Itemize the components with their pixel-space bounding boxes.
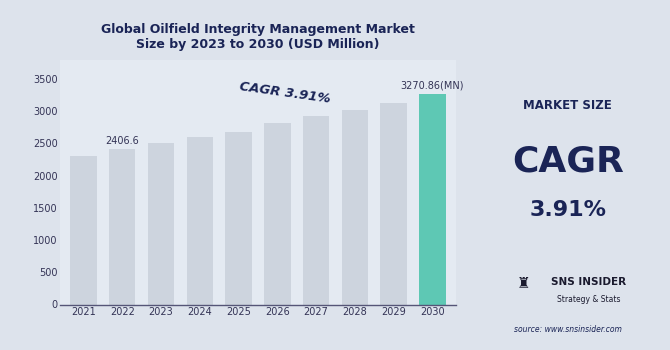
Bar xyxy=(303,116,329,304)
Bar xyxy=(419,93,446,304)
Text: Strategy & Stats: Strategy & Stats xyxy=(557,295,620,304)
Text: CAGR: CAGR xyxy=(512,144,624,178)
Text: SNS INSIDER: SNS INSIDER xyxy=(551,277,626,287)
Bar xyxy=(70,155,96,304)
Text: CAGR 3.91%: CAGR 3.91% xyxy=(239,80,332,106)
Bar xyxy=(381,103,407,304)
Bar xyxy=(109,149,135,304)
Text: ♜: ♜ xyxy=(516,276,530,291)
Title: Global Oilfield Integrity Management Market
Size by 2023 to 2030 (USD Million): Global Oilfield Integrity Management Mar… xyxy=(101,23,415,51)
Bar xyxy=(342,111,368,304)
Text: MARKET SIZE: MARKET SIZE xyxy=(523,98,612,112)
Text: 3.91%: 3.91% xyxy=(529,200,606,220)
Bar xyxy=(264,123,291,304)
Bar xyxy=(225,132,252,304)
Text: 3270.86(MN): 3270.86(MN) xyxy=(401,80,464,90)
Text: source: www.snsinsider.com: source: www.snsinsider.com xyxy=(514,324,622,334)
Bar xyxy=(148,143,174,304)
Text: 2406.6: 2406.6 xyxy=(105,136,139,146)
Bar xyxy=(187,137,213,304)
